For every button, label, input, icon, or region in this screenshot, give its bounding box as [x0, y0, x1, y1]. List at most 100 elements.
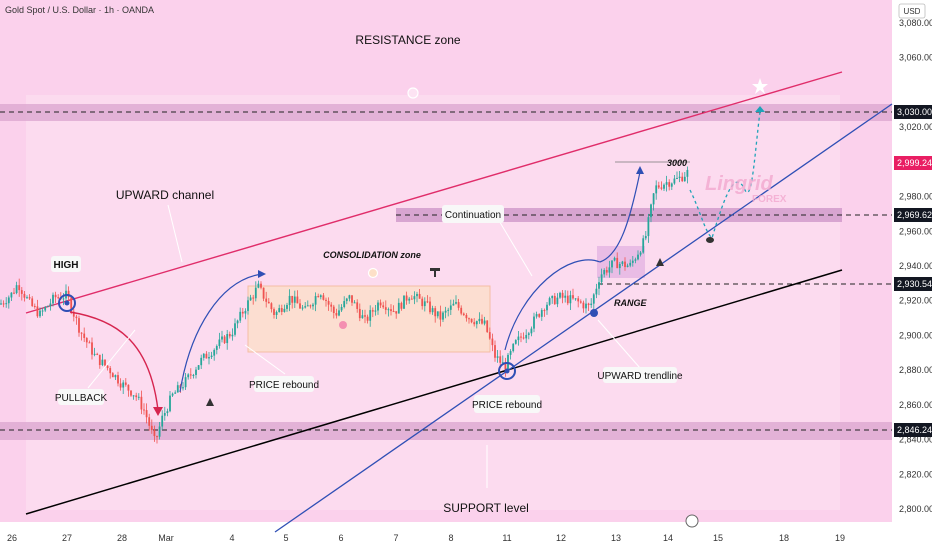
candle-body: [520, 336, 522, 338]
candle-body: [496, 356, 499, 358]
time-axis[interactable]: 26 27 28 Mar 4 5 6 7 8 11 12 13 14 15 18 19: [7, 533, 845, 543]
price-tick-label: 2,800.000: [899, 504, 932, 514]
candle-body: [325, 299, 327, 301]
hammer-icon-handle: [434, 271, 436, 277]
price-level-badge-text: 2,969.623: [897, 210, 932, 220]
time-tick-label: 19: [835, 533, 845, 543]
rebound-marker: [498, 362, 516, 380]
candle-body: [600, 274, 603, 283]
candle-body: [93, 353, 96, 355]
candle-body: [83, 333, 86, 338]
candle-body: [247, 300, 249, 311]
candle-body: [304, 306, 307, 308]
candle-body: [252, 297, 255, 299]
time-tick-label: 28: [117, 533, 127, 543]
candle-body: [592, 294, 595, 304]
target-3000-label: 3000: [667, 158, 687, 168]
candle-body: [377, 302, 379, 311]
candle-body: [223, 336, 226, 344]
currency-button[interactable]: [898, 3, 926, 19]
candle-body: [553, 295, 556, 305]
candle-body: [579, 301, 582, 303]
price-level-badge: [894, 156, 932, 170]
price-tick-label: 2,980.000: [899, 192, 932, 202]
candle-body: [2, 303, 5, 305]
candle-body: [574, 298, 577, 300]
candle-body: [403, 295, 405, 309]
upward-channel-lower-line[interactable]: [25, 269, 843, 515]
candle-body: [273, 309, 275, 315]
candle-body: [319, 295, 322, 298]
candle-body: [655, 185, 658, 194]
candle-body: [244, 310, 247, 314]
candle-body: [20, 290, 23, 294]
time-tick-label: 13: [611, 533, 621, 543]
candle-body: [543, 310, 546, 312]
price-axis[interactable]: 3,080.0003,060.0003,020.0003,000.0002,98…: [899, 18, 932, 514]
price-tick-label: 2,840.000: [899, 435, 932, 445]
upward-channel-upper-line[interactable]: [25, 71, 843, 314]
watermark-main: Lingrid: [705, 173, 774, 195]
time-tick-label: 4: [229, 533, 234, 543]
candle-body: [429, 301, 431, 313]
lightning-icon[interactable]: [685, 514, 699, 528]
candle-body: [483, 320, 486, 324]
upward-trendline[interactable]: [274, 103, 893, 533]
candle-body: [629, 262, 632, 266]
candle-body: [390, 309, 392, 312]
candle-body: [5, 303, 8, 305]
range-dot: [590, 309, 598, 317]
price-tick-label: 2,900.000: [899, 330, 932, 340]
rocket-icon: [656, 258, 664, 266]
level-2969-band: [396, 208, 842, 222]
candle-body: [452, 303, 455, 306]
candle-body: [322, 295, 325, 300]
candle-body: [72, 311, 75, 317]
candle-body: [28, 297, 31, 299]
candle-body: [7, 297, 10, 304]
candle-body: [382, 305, 385, 308]
candle-body: [540, 310, 543, 317]
candle-body: [551, 295, 554, 299]
candle-body: [109, 368, 112, 374]
candle-body: [275, 312, 278, 315]
continuation-curve: [599, 171, 641, 263]
candle-body: [260, 283, 262, 288]
candle-body: [525, 334, 528, 339]
candle-body: [301, 307, 304, 309]
candle-body: [501, 362, 504, 364]
candle-body: [299, 303, 301, 309]
candle-body: [312, 304, 314, 307]
candle-body: [356, 302, 359, 309]
candle-body: [548, 298, 551, 305]
candle-body: [192, 374, 195, 376]
candle-body: [613, 257, 616, 261]
candle-body: [369, 310, 372, 321]
candle-body: [631, 260, 634, 263]
candle-body: [130, 390, 132, 396]
candle-body: [663, 184, 665, 189]
candle-body: [616, 257, 619, 269]
price-level-badge-text: 2,930.540: [897, 279, 932, 289]
candle-body: [488, 332, 491, 339]
price-tick-label: 2,860.000: [899, 400, 932, 410]
candle-body: [447, 309, 450, 311]
candle-body: [634, 259, 637, 261]
candle-body: [200, 357, 203, 366]
candle-body: [140, 396, 143, 410]
candle-body: [176, 385, 179, 393]
candle-body: [639, 252, 642, 255]
candle-body: [590, 303, 593, 306]
candle-body: [239, 311, 242, 321]
candle-body: [234, 323, 236, 335]
svg-text:PULLBACK: PULLBACK: [55, 393, 108, 404]
candle-body: [514, 340, 517, 344]
candle-body: [660, 187, 663, 189]
price-tick-label: 2,960.000: [899, 226, 932, 236]
candle-body: [293, 296, 296, 303]
candle-body: [478, 318, 481, 322]
continuation-arrow-icon: [636, 166, 644, 174]
support-level-label: SUPPORT level: [443, 501, 529, 515]
price-level-badge: [894, 105, 932, 119]
